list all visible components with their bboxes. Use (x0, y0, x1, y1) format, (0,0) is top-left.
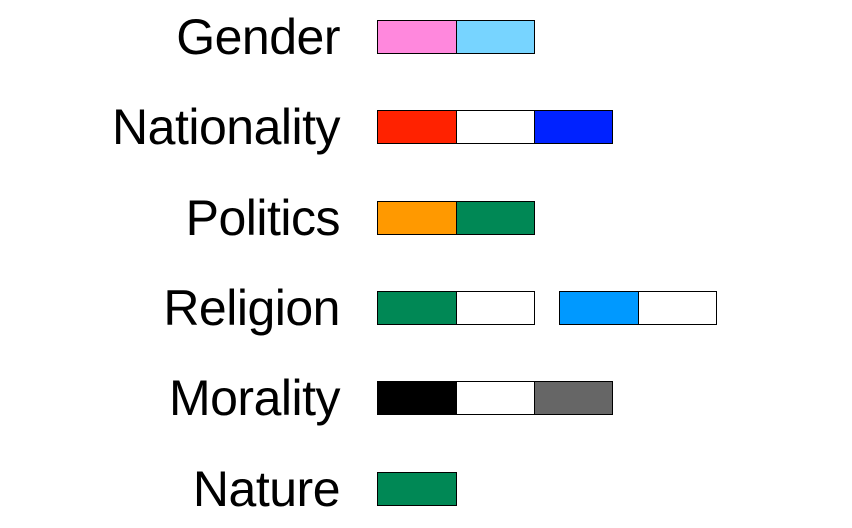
color-swatch (378, 473, 456, 505)
swatch-group (377, 291, 535, 325)
color-swatch (378, 292, 456, 324)
color-swatch (378, 21, 456, 53)
row-label: Politics (185, 190, 341, 246)
color-swatch (378, 202, 456, 234)
legend-row-religion: Religion (0, 283, 852, 333)
legend-row-morality: Morality (0, 373, 852, 423)
row-label: Nationality (112, 99, 340, 155)
legend-row-gender: Gender (0, 12, 852, 62)
color-swatch (456, 111, 534, 143)
legend-row-politics: Politics (0, 193, 852, 243)
color-swatch (560, 292, 638, 324)
swatch-group (377, 201, 535, 235)
swatch-group (377, 110, 613, 144)
color-swatch (378, 382, 456, 414)
swatch-group (377, 381, 613, 415)
legend-row-nature: Nature (0, 464, 852, 514)
color-swatch (378, 111, 456, 143)
row-label: Morality (168, 370, 341, 426)
row-label: Religion (163, 280, 340, 336)
color-swatch (456, 202, 534, 234)
color-swatch (534, 382, 612, 414)
swatch-group (377, 20, 535, 54)
swatch-group (377, 472, 457, 506)
color-swatch (456, 292, 534, 324)
swatch-group (559, 291, 717, 325)
row-label: Nature (192, 461, 341, 517)
color-swatch (456, 21, 534, 53)
row-label: Gender (176, 9, 340, 65)
color-swatch (638, 292, 716, 324)
legend-row-nationality: Nationality (0, 102, 852, 152)
color-swatch (456, 382, 534, 414)
color-swatch (534, 111, 612, 143)
